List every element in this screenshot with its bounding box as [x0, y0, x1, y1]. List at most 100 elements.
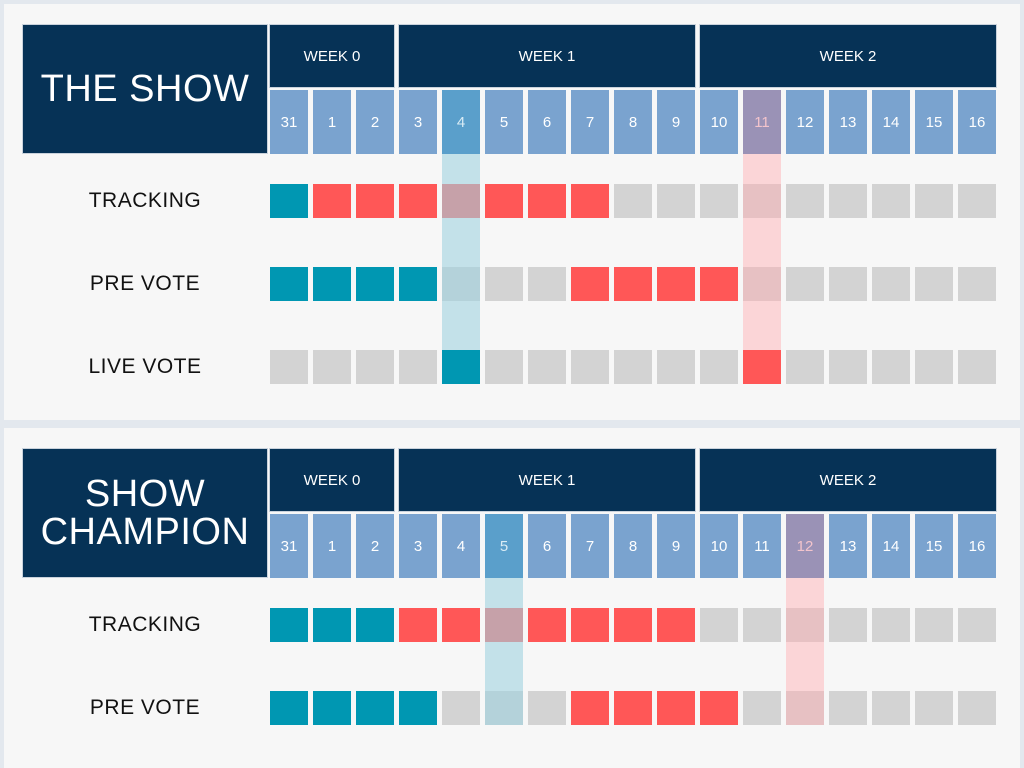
- day-header: 13: [829, 514, 867, 578]
- schedule-cell: [743, 691, 781, 725]
- schedule-cell: [313, 267, 351, 301]
- schedule-cell: [872, 691, 910, 725]
- day-header: 14: [872, 90, 910, 154]
- day-number: 3: [413, 113, 423, 131]
- schedule-cell: [786, 608, 824, 642]
- schedule-cell: [786, 267, 824, 301]
- schedule-cell: [829, 184, 867, 218]
- schedule-cell: [614, 608, 652, 642]
- week-header: WEEK 1: [398, 24, 696, 88]
- schedule-cell: [829, 350, 867, 384]
- day-header: 31: [270, 514, 308, 578]
- schedule-cell: [872, 184, 910, 218]
- day-number: 15: [925, 537, 943, 555]
- schedule-cell: [571, 267, 609, 301]
- schedule-cell: [485, 608, 523, 642]
- day-header: 15: [915, 90, 953, 154]
- schedule-cell: [786, 184, 824, 218]
- schedule-cell: [958, 691, 996, 725]
- day-header: 15: [915, 514, 953, 578]
- schedule-cell: [915, 608, 953, 642]
- day-number: 16: [968, 537, 986, 555]
- day-number: 13: [839, 537, 857, 555]
- day-number: 5: [499, 537, 509, 555]
- schedule-cell: [270, 184, 308, 218]
- day-header: 6: [528, 514, 566, 578]
- schedule-cell: [528, 691, 566, 725]
- schedule-cell: [657, 267, 695, 301]
- schedule-cell: [571, 184, 609, 218]
- day-header: 2: [356, 514, 394, 578]
- schedule-cell: [399, 267, 437, 301]
- schedule-cell: [442, 350, 480, 384]
- week-header: WEEK 0: [269, 24, 395, 88]
- schedule-cell: [528, 267, 566, 301]
- day-header: 9: [657, 514, 695, 578]
- day-number: 6: [542, 537, 552, 555]
- schedule-cell: [958, 350, 996, 384]
- day-number: 14: [882, 113, 900, 131]
- day-number: 16: [968, 113, 986, 131]
- day-header: 9: [657, 90, 695, 154]
- schedule-cell: [270, 350, 308, 384]
- week-header: WEEK 2: [699, 448, 997, 512]
- schedule-cell: [743, 608, 781, 642]
- day-header: 5: [485, 514, 523, 578]
- schedule-cell: [356, 691, 394, 725]
- day-number: 15: [925, 113, 943, 131]
- day-header: 1: [313, 90, 351, 154]
- schedule-cell: [313, 184, 351, 218]
- schedule-cell: [614, 267, 652, 301]
- schedule-cell: [614, 350, 652, 384]
- schedule-cell: [614, 184, 652, 218]
- row-label: PRE VOTE: [89, 272, 201, 295]
- schedule-cell: [915, 184, 953, 218]
- day-number: 13: [839, 113, 857, 131]
- row-label: TRACKING: [88, 189, 202, 212]
- schedule-cell: [872, 350, 910, 384]
- schedule-cell: [743, 184, 781, 218]
- day-number: 8: [628, 537, 638, 555]
- day-header: 6: [528, 90, 566, 154]
- day-header: 11: [743, 514, 781, 578]
- show-title: SHOW CHAMPION: [22, 448, 268, 578]
- schedule-cell: [356, 608, 394, 642]
- schedule-cell: [571, 691, 609, 725]
- day-header: 4: [442, 90, 480, 154]
- day-header: 16: [958, 90, 996, 154]
- day-header: 7: [571, 514, 609, 578]
- schedule-cell: [657, 350, 695, 384]
- schedule-cell: [356, 267, 394, 301]
- schedule-cell: [614, 691, 652, 725]
- schedule-cell: [442, 691, 480, 725]
- day-number: 9: [671, 537, 681, 555]
- day-number: 31: [280, 537, 298, 555]
- schedule-cell: [485, 267, 523, 301]
- schedule-cell: [399, 608, 437, 642]
- schedule-cell: [700, 350, 738, 384]
- day-header: 8: [614, 514, 652, 578]
- row-label: LIVE VOTE: [88, 355, 202, 378]
- day-header: 8: [614, 90, 652, 154]
- day-number: 12: [796, 537, 814, 555]
- schedule-cell: [313, 691, 351, 725]
- day-number: 8: [628, 113, 638, 131]
- day-header: 5: [485, 90, 523, 154]
- schedule-cell: [485, 184, 523, 218]
- day-number: 4: [456, 113, 466, 131]
- schedule-cell: [829, 691, 867, 725]
- day-number: 3: [413, 537, 423, 555]
- day-number: 31: [280, 113, 298, 131]
- day-number: 9: [671, 113, 681, 131]
- day-header: 16: [958, 514, 996, 578]
- row-label: TRACKING: [88, 613, 202, 636]
- schedule-cell: [958, 608, 996, 642]
- schedule-cell: [270, 691, 308, 725]
- row-label: PRE VOTE: [89, 696, 201, 719]
- schedule-cell: [700, 691, 738, 725]
- day-number: 1: [327, 113, 337, 131]
- day-number: 5: [499, 113, 509, 131]
- schedule-cell: [270, 608, 308, 642]
- schedule-cell: [700, 267, 738, 301]
- day-number: 2: [370, 113, 380, 131]
